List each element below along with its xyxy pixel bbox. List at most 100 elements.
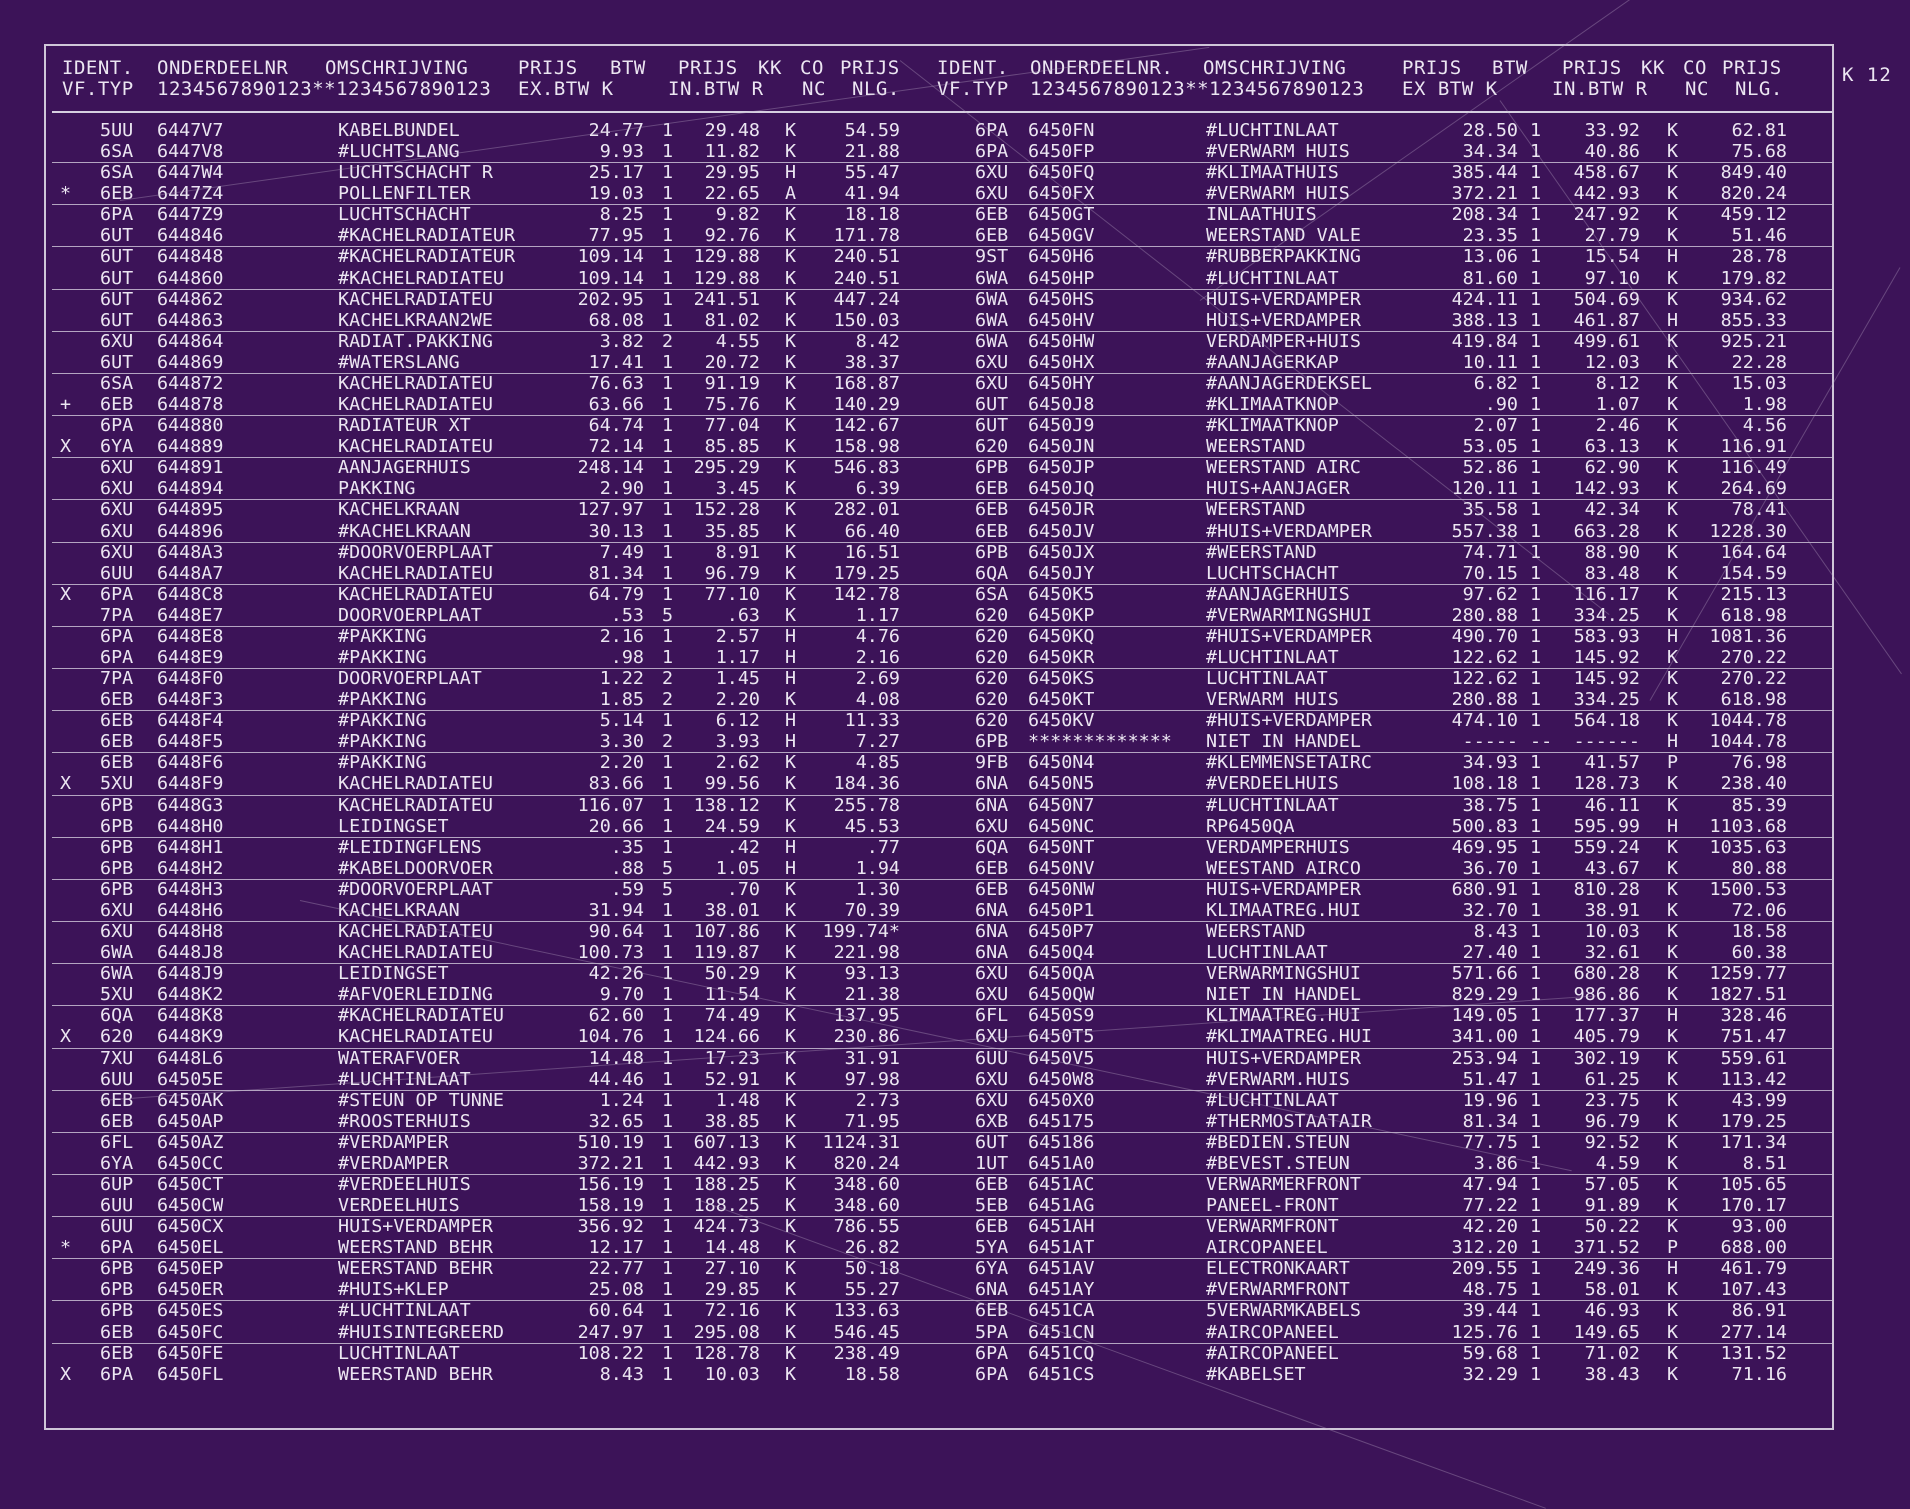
right-row-price-nlg: 179.25 [1720,1113,1787,1132]
left-row-btw: 5 [662,607,674,626]
left-row-price-ex: 20.66 [588,818,644,837]
right-row-ident: 6NA [975,1281,1009,1300]
left-row-desc: #PAKKING [338,754,427,773]
right-row-ident: 6SA [975,586,1009,605]
right-row-kk: K [1667,607,1679,626]
right-row-kk: K [1667,902,1679,921]
right-row-kk: K [1667,839,1679,858]
left-row-desc: DOORVOERPLAAT [338,670,482,689]
left-row-price-in: 77.04 [704,417,760,436]
left-row-desc: LEIDINGSET [338,965,449,984]
left-row-price-nlg: 142.67 [833,417,900,436]
left-row-price-in: 119.87 [693,944,760,963]
row-divider [52,752,1832,753]
hdr-prijs-in-right: PRIJS [1562,57,1622,79]
right-row-price-nlg: 164.64 [1720,544,1787,563]
left-row-price-nlg: 133.63 [833,1302,900,1321]
left-row-btw: 1 [662,248,674,267]
row-divider [52,1090,1832,1091]
right-row-price-in: 63.13 [1584,438,1640,457]
right-row-btw: 1 [1530,333,1542,352]
right-row-ident: 9FB [975,754,1009,773]
right-row-price-in: 61.25 [1584,1071,1640,1090]
right-row-desc: #HUIS+VERDAMPER [1206,523,1372,542]
right-row-desc: #VERWARMINGSHUI [1206,607,1372,626]
left-row-desc: #PAKKING [338,628,427,647]
hdr-btw: BTW [610,57,646,79]
right-row-desc: #KLIMAATREG.HUI [1206,1028,1372,1047]
left-row-price-ex: 8.43 [599,1366,644,1385]
hdr-onderdeelnr-right: ONDERDEELNR. [1030,57,1174,79]
left-row-price-nlg: 18.18 [844,206,900,225]
left-row-desc: POLLENFILTER [338,185,471,204]
hdr-omschrijving-right: OMSCHRIJVING [1203,57,1347,79]
left-row-partnr: 644891 [157,459,224,478]
right-row-ident: 6PA [975,1366,1009,1385]
right-row-price-ex: 829.29 [1451,986,1518,1005]
right-row-price-nlg: 820.24 [1720,185,1787,204]
right-row-price-nlg: 86.91 [1731,1302,1787,1321]
left-row-price-in: 424.73 [693,1218,760,1237]
right-row-price-in: 149.65 [1573,1324,1640,1343]
left-row-desc: #WATERSLANG [338,354,460,373]
right-row-btw: 1 [1530,185,1542,204]
right-row-price-nlg: 179.82 [1720,270,1787,289]
left-row-partnr: 6450FC [157,1324,224,1343]
left-row-price-nlg: .77 [866,839,900,858]
right-row-price-nlg: 459.12 [1720,206,1787,225]
right-row-ident: 6EB [975,523,1009,542]
right-row-partnr: 6451AT [1028,1239,1095,1258]
left-row-price-ex: 22.77 [588,1260,644,1279]
left-row-ident: 6XU [100,459,134,478]
hdr-vftyp-right: VF.TYP [937,78,1009,100]
left-row-kk: H [785,860,797,879]
row-divider [52,710,1832,711]
right-row-partnr: 6450HP [1028,270,1095,289]
right-row-price-ex: 38.75 [1462,797,1518,816]
left-row-kk: K [785,459,797,478]
hdr-nlg-right: NLG. [1735,78,1783,100]
left-row-btw: 1 [662,839,674,858]
right-row-price-in: 91.89 [1584,1197,1640,1216]
row-divider [52,289,1832,290]
left-row-price-ex: .88 [610,860,644,879]
left-row-ident: 6WA [100,965,134,984]
right-row-price-ex: 77.22 [1462,1197,1518,1216]
left-row-btw: 1 [662,628,674,647]
left-row-btw: 1 [662,818,674,837]
left-row-kk: K [785,965,797,984]
right-row-btw: 1 [1530,649,1542,668]
left-row-ident: 6XU [100,544,134,563]
right-row-price-nlg: 85.39 [1731,797,1787,816]
left-row-price-ex: 248.14 [577,459,644,478]
left-row-kk: K [785,1155,797,1174]
right-row-desc: VERDAMPER+HUIS [1206,333,1361,352]
left-row-price-nlg: 137.95 [833,1007,900,1026]
right-row-partnr: 6451AH [1028,1218,1095,1237]
left-row-desc: #KACHELRADIATEU [338,1007,504,1026]
left-row-partnr: 6448L6 [157,1050,224,1069]
right-row-price-in: 38.91 [1584,902,1640,921]
right-row-ident: 6XU [975,1071,1009,1090]
right-row-price-ex: 97.62 [1462,586,1518,605]
left-row-ident: 6PA [100,206,134,225]
left-row-price-in: 75.76 [704,396,760,415]
right-row-partnr: 6450JV [1028,523,1095,542]
left-row-btw: 1 [662,797,674,816]
left-row-price-in: 2.62 [715,754,760,773]
right-row-btw: 1 [1530,354,1542,373]
left-row-desc: RADIATEUR XT [338,417,471,436]
row-divider [52,204,1832,205]
right-row-price-nlg: 131.52 [1720,1345,1787,1364]
left-row-partnr: 6447Z4 [157,185,224,204]
right-row-price-nlg: 170.17 [1720,1197,1787,1216]
right-row-price-ex: 341.00 [1451,1028,1518,1047]
right-row-price-ex: 6.82 [1473,375,1518,394]
right-row-price-in: 50.22 [1584,1218,1640,1237]
left-row-ident: 6UT [100,248,134,267]
left-row-partnr: 6448F5 [157,733,224,752]
row-divider [52,668,1832,669]
left-row-price-ex: 1.85 [599,691,644,710]
left-row-partnr: 6448K2 [157,986,224,1005]
left-row-partnr: 6448A3 [157,544,224,563]
